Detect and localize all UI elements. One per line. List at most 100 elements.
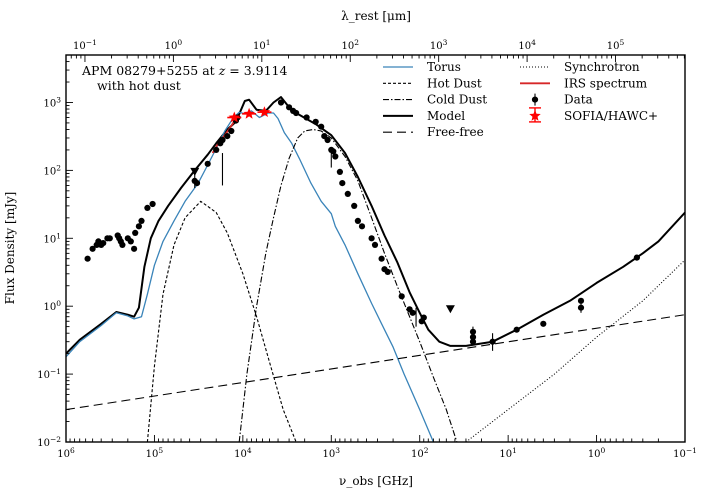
data-point [132, 229, 139, 236]
top-tick-label: 103 [430, 38, 448, 52]
curve-free-free [66, 314, 685, 411]
y-tick-label: 102 [43, 163, 61, 177]
x-tick-label: 102 [411, 446, 429, 460]
data-point [318, 123, 325, 130]
top-tick-label: 10−1 [73, 38, 97, 52]
legend-label: SOFIA/HAWC+ [564, 109, 658, 123]
data-point [293, 109, 300, 117]
y-tick-label: 103 [43, 95, 61, 109]
source-annotation-line2: with hot dust [97, 78, 181, 93]
data-point [213, 146, 220, 153]
data-point [577, 297, 585, 304]
data-point [204, 160, 211, 167]
data-point [368, 235, 375, 242]
data-point [89, 245, 96, 252]
bottom-axis-title: ν_obs [GHz] [339, 474, 413, 488]
legend-label: Data [564, 93, 593, 107]
y-tick-label: 10−2 [37, 435, 61, 449]
x-tick-label: 106 [57, 446, 75, 460]
legend-label: Free-free [427, 125, 484, 139]
data-point [384, 268, 391, 275]
data-point [633, 254, 641, 261]
top-tick-label: 102 [341, 38, 359, 52]
legend-label: Torus [427, 60, 461, 74]
axis-ticks-group: 106 105 104 103 102 101 100 10−1 10−2 10−1 100 101 1… [37, 38, 697, 460]
data-point [339, 180, 346, 187]
data-point [351, 202, 358, 209]
sofia-point [243, 107, 255, 119]
data-point [332, 153, 339, 160]
legend-marker [529, 109, 541, 121]
data-point [469, 328, 477, 335]
data-point [219, 136, 226, 144]
sofia-point [228, 111, 240, 123]
y-axis-title: Flux Density [mJy] [3, 192, 17, 305]
y-tick-label: 10−1 [37, 367, 61, 381]
data-point [303, 114, 310, 121]
data-markers-group [84, 99, 641, 351]
data-point [398, 293, 405, 300]
data-point [312, 118, 319, 125]
x-tick-label: 105 [146, 446, 164, 460]
top-tick-label: 105 [607, 38, 625, 52]
source-annotation-line1: APM 08279+5255 at z = 3.9114 [81, 63, 287, 78]
data-point [540, 320, 547, 327]
data-point [106, 235, 113, 242]
data-point [330, 148, 337, 155]
x-tick-label: 101 [499, 446, 517, 460]
data-point [513, 326, 520, 333]
data-point [127, 238, 134, 245]
data-point [119, 241, 126, 248]
data-point [489, 338, 496, 345]
data-point [277, 99, 285, 106]
curve-hot-dust [146, 200, 297, 442]
x-tick-label: 10−1 [673, 446, 697, 460]
data-point [286, 104, 293, 111]
data-point [135, 223, 142, 230]
data-point [420, 314, 427, 321]
top-tick-label: 104 [518, 38, 536, 52]
data-point [144, 204, 151, 211]
data-point [336, 168, 343, 175]
data-point [577, 304, 585, 311]
data-point [228, 127, 235, 135]
top-axis-title: λ_rest [μm] [341, 9, 411, 23]
data-point [358, 223, 366, 230]
legend-label: Synchrotron [564, 60, 640, 74]
data-point [469, 334, 477, 341]
legend-label: IRS spectrum [564, 76, 648, 90]
data-point [378, 255, 385, 262]
data-point [371, 241, 379, 248]
data-point [193, 180, 201, 187]
data-point [224, 133, 231, 140]
data-point [469, 338, 477, 345]
data-point [409, 309, 416, 316]
upper-limit-marker [190, 167, 200, 176]
data-point [344, 190, 351, 197]
curve-torus [66, 110, 434, 442]
data-point [354, 217, 361, 224]
data-point [324, 136, 331, 144]
legend-marker [531, 96, 539, 103]
data-point [149, 200, 156, 208]
data-point [138, 217, 145, 224]
x-tick-label: 103 [323, 446, 341, 460]
data-point [84, 255, 91, 262]
legend-label: Model [427, 109, 465, 123]
sofia-point [258, 106, 271, 117]
legend: Torus Hot Dust Cold Dust Model Free-free Sync… [383, 60, 658, 139]
data-point [100, 240, 107, 247]
upper-limit-marker [445, 305, 455, 314]
data-point [131, 245, 138, 252]
x-tick-label: 100 [588, 446, 606, 460]
legend-label: Cold Dust [427, 93, 487, 107]
y-tick-label: 101 [43, 231, 61, 245]
x-tick-label: 104 [234, 446, 252, 460]
legend-label: Hot Dust [427, 76, 482, 90]
curve-cold-dust [238, 128, 458, 442]
top-tick-label: 100 [165, 38, 183, 52]
y-tick-label: 100 [43, 299, 61, 313]
top-tick-label: 101 [253, 38, 271, 52]
